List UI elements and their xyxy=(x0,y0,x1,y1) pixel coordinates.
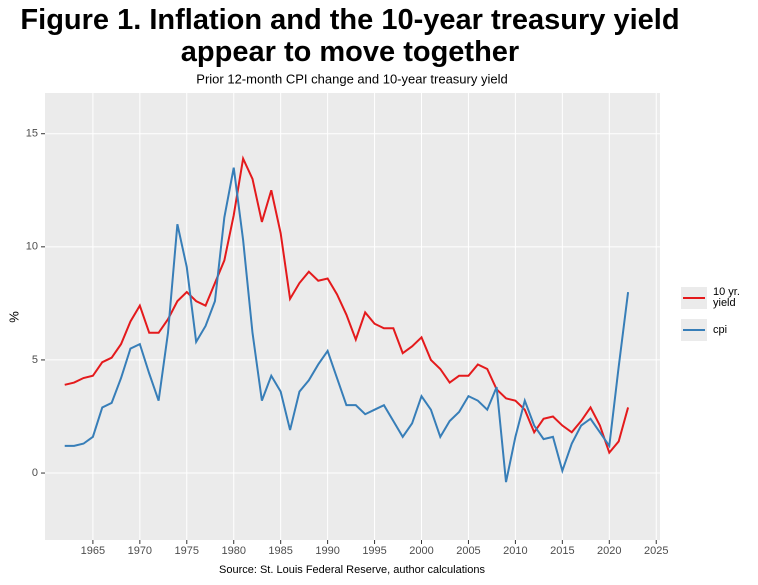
y-tick-label: 10 xyxy=(26,241,38,253)
y-tick-label: 15 xyxy=(26,128,38,140)
x-tick-label: 1995 xyxy=(362,545,386,557)
x-tick-label: 1965 xyxy=(81,545,105,557)
legend-label: cpi xyxy=(713,323,728,336)
x-tick-label: 2020 xyxy=(597,545,621,557)
series-line xyxy=(64,155,630,455)
x-tick-label: 2010 xyxy=(503,545,527,557)
x-tick-label: 1975 xyxy=(175,545,199,557)
x-tick-label: 2005 xyxy=(456,545,480,557)
chart-subtitle: Prior 12-month CPI change and 10-year tr… xyxy=(196,71,507,86)
x-tick-label: 2000 xyxy=(409,545,433,557)
chart-title: Figure 1. Inflation and the 10-year trea… xyxy=(20,4,680,68)
x-tick-label: 1990 xyxy=(315,545,339,557)
y-tick-label: 5 xyxy=(32,354,38,366)
x-tick-label: 1985 xyxy=(268,545,292,557)
caption: Source: St. Louis Federal Reserve, autho… xyxy=(219,564,485,576)
x-tick-label: 1970 xyxy=(128,545,152,557)
legend-label: 10 yr. yield xyxy=(713,286,740,309)
x-tick-label: 2025 xyxy=(644,545,668,557)
x-tick-label: 1980 xyxy=(221,545,245,557)
panel xyxy=(45,93,660,540)
series-line xyxy=(64,167,630,483)
y-axis-label: % xyxy=(6,311,21,323)
x-tick-label: 2015 xyxy=(550,545,574,557)
y-tick-label: 0 xyxy=(32,467,38,479)
